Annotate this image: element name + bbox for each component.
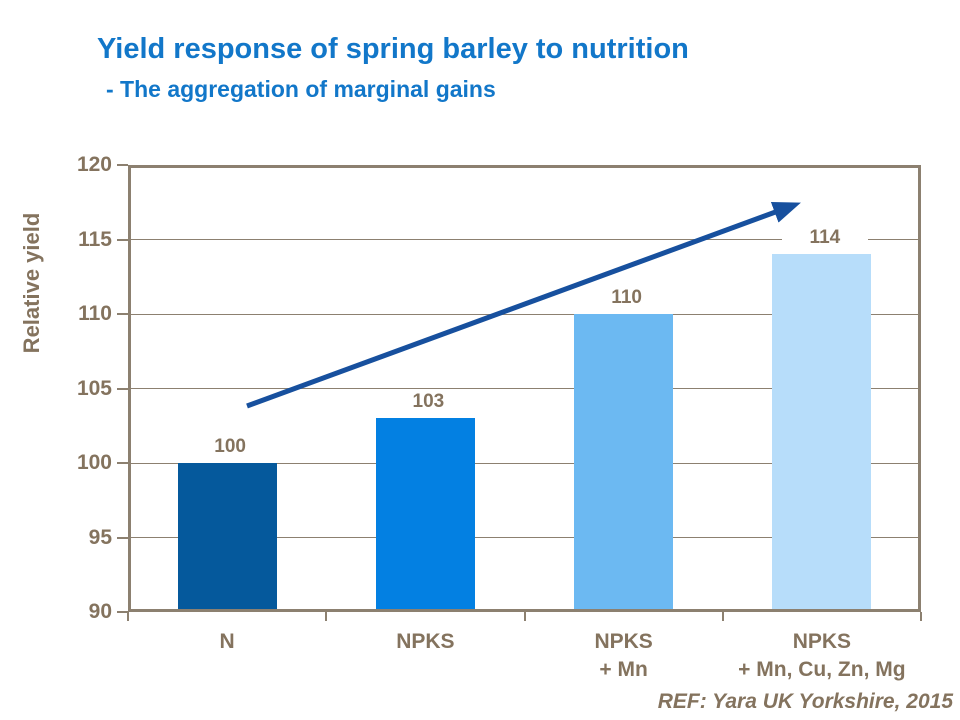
y-tick-label: 115 — [78, 227, 112, 251]
y-tick-label: 90 — [88, 600, 112, 623]
x-category-label: NPKS + Mn — [494, 628, 754, 684]
x-tick-mark — [325, 612, 328, 621]
gridline — [128, 537, 921, 538]
x-category-label-line: NPKS — [594, 630, 653, 653]
bar-value-label: 103 — [385, 391, 472, 414]
x-category-label: N — [97, 628, 357, 656]
x-category-label-line: + Mn, Cu, Zn, Mg — [738, 658, 906, 681]
x-category-label: NPKS — [295, 628, 555, 656]
x-category-label-line: N — [219, 630, 235, 653]
bar-value-label: 100 — [187, 436, 274, 458]
y-tick-mark — [117, 536, 128, 539]
slide-subtitle: - The aggregation of marginal gains — [106, 76, 496, 102]
y-tick-label: 105 — [76, 376, 112, 400]
reference-text: REF: Yara UK Yorkshire, 2015 — [657, 690, 953, 713]
y-tick-mark — [117, 164, 128, 166]
slide-title: Yield response of spring barley to nutri… — [97, 33, 689, 65]
bar-value-label: 114 — [781, 227, 868, 250]
bar-value-label: 110 — [583, 287, 670, 309]
bar-n-0 — [177, 463, 277, 609]
bar-npks-2 — [574, 314, 674, 609]
x-category-label-line: + Mn — [599, 658, 648, 681]
y-tick-label: 95 — [88, 525, 112, 549]
y-tick-mark — [117, 387, 128, 390]
x-tick-mark — [920, 612, 922, 621]
y-tick-label: 120 — [76, 153, 112, 176]
y-tick-label: 110 — [78, 302, 112, 325]
y-tick-mark — [117, 462, 128, 464]
bar-npks-3 — [772, 254, 872, 609]
y-tick-mark — [117, 238, 128, 241]
y-tick-mark — [117, 313, 128, 315]
x-category-label: NPKS + Mn, Cu, Zn, Mg — [692, 628, 952, 684]
x-tick-mark — [721, 612, 724, 621]
x-category-label-line: NPKS — [396, 630, 455, 653]
x-tick-mark — [523, 612, 526, 621]
y-tick-label: 100 — [76, 451, 112, 474]
bar-npks-1 — [375, 418, 475, 609]
gridline — [128, 462, 921, 464]
y-tick-mark — [117, 611, 128, 613]
x-tick-mark — [127, 612, 129, 621]
x-category-label-line: NPKS — [792, 630, 852, 653]
